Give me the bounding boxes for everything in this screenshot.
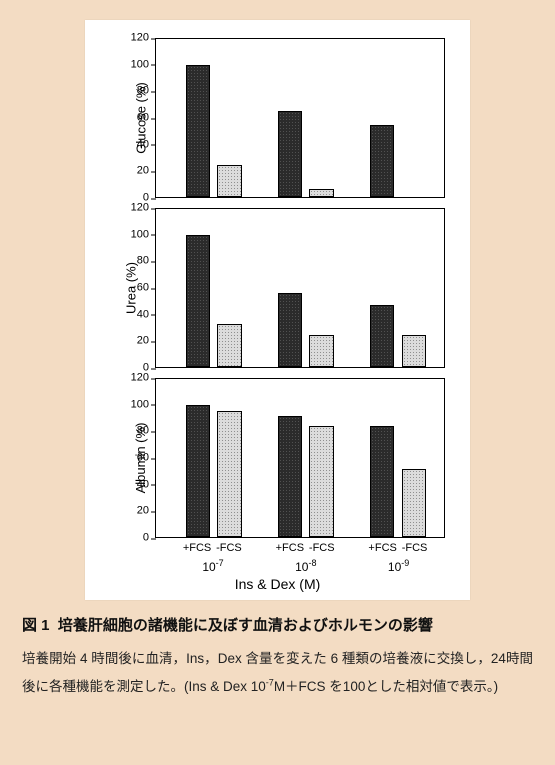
bar [402, 335, 426, 367]
ytick: 80 [137, 86, 155, 97]
panel-glucose: Glucose (%) 020406080100120 [155, 38, 445, 198]
ytick: 80 [137, 256, 155, 267]
panel-albumin: Albumin (%) 020406080100120 [155, 378, 445, 538]
figure-caption: 図 1 培養肝細胞の諸機能に及ぼす血清およびホルモンの影響 培養開始 4 時間後… [22, 614, 533, 700]
ytick: 120 [131, 33, 155, 44]
caption-body: 培養開始 4 時間後に血清，Ins，Dex 含量を変えた 6 種類の培養液に交換… [22, 645, 533, 700]
xgroup-concentration: 10-7 [202, 558, 223, 574]
ytick: 40 [137, 309, 155, 320]
x-axis-title: Ins & Dex (M) [85, 576, 470, 592]
xlabel-minus-fcs: -FCS [216, 542, 242, 556]
bar [186, 235, 210, 367]
bar [370, 305, 394, 367]
chart-card: Glucose (%) 020406080100120 Urea (%) 020… [85, 20, 470, 600]
panel-urea: Urea (%) 020406080100120 [155, 208, 445, 368]
bar [309, 335, 333, 367]
bar [370, 125, 394, 197]
caption-title-text: 培養肝細胞の諸機能に及ぼす血清およびホルモンの影響 [58, 617, 433, 634]
ytick: 40 [137, 139, 155, 150]
bar [278, 416, 302, 537]
bar [370, 426, 394, 537]
bar [186, 405, 210, 537]
caption-body-exp: -7 [266, 677, 274, 687]
ytick: 120 [131, 203, 155, 214]
bar [278, 293, 302, 367]
ytick: 60 [137, 453, 155, 464]
xlabel-plus-fcs: +FCS [183, 542, 211, 556]
ytick: 0 [143, 533, 155, 544]
caption-title: 図 1 培養肝細胞の諸機能に及ぼす血清およびホルモンの影響 [22, 614, 533, 635]
ytick: 60 [137, 283, 155, 294]
bar [217, 165, 241, 197]
ytick: 100 [131, 399, 155, 410]
ytick: 20 [137, 506, 155, 517]
ytick: 20 [137, 166, 155, 177]
xlabel-plus-fcs: +FCS [276, 542, 304, 556]
bar [217, 324, 241, 367]
plot-area-albumin [155, 378, 445, 538]
bar [217, 411, 241, 537]
caption-title-label: 図 1 [22, 617, 50, 634]
plot-area-urea [155, 208, 445, 368]
ytick: 60 [137, 113, 155, 124]
bar [309, 426, 333, 537]
bar [309, 189, 333, 197]
xlabel-plus-fcs: +FCS [368, 542, 396, 556]
bar [186, 65, 210, 197]
xgroup-concentration: 10-9 [388, 558, 409, 574]
xlabel-minus-fcs: -FCS [309, 542, 335, 556]
ytick: 100 [131, 229, 155, 240]
ytick: 100 [131, 59, 155, 70]
xgroup-concentration: 10-8 [295, 558, 316, 574]
ytick: 120 [131, 373, 155, 384]
caption-body-post: M＋FCS を100とした相対値で表示。) [274, 679, 498, 694]
ytick: 80 [137, 426, 155, 437]
ytick: 40 [137, 479, 155, 490]
ytick: 20 [137, 336, 155, 347]
bar [278, 111, 302, 197]
plot-area-glucose [155, 38, 445, 198]
bar [402, 469, 426, 537]
xlabel-minus-fcs: -FCS [402, 542, 428, 556]
